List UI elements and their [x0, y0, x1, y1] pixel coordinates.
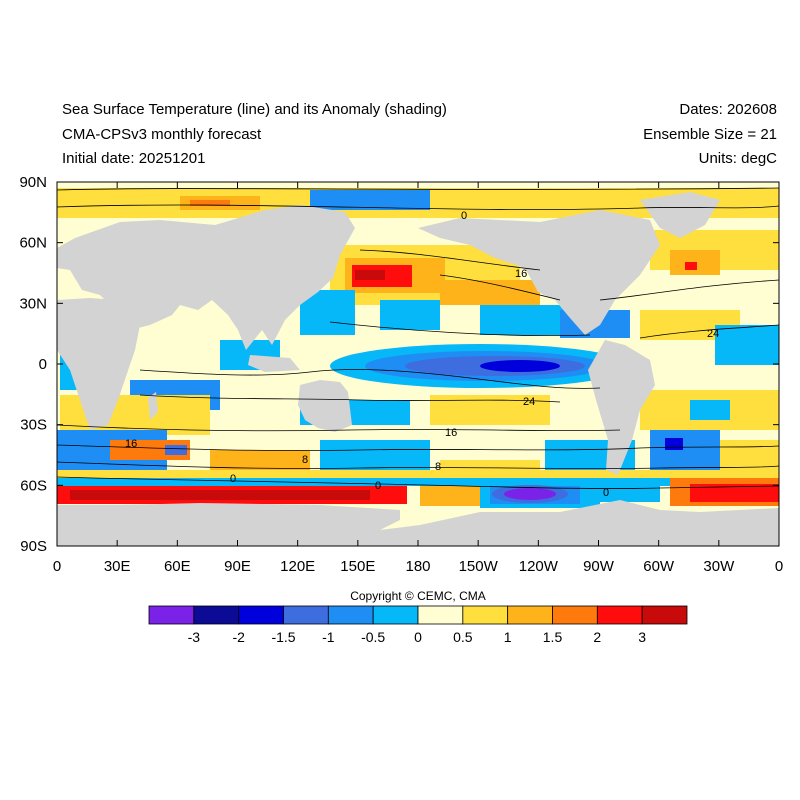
lon-tick-label: 60E — [164, 558, 191, 575]
contour-label: 16 — [445, 427, 457, 439]
colorbar-label: -1.5 — [271, 629, 295, 645]
contour-labels: 0 16 24 24 16 16 8 8 0 0 0 — [125, 210, 719, 499]
lon-tick-label: 0 — [53, 558, 61, 575]
latitude-axis: 90N 60N 30N 0 30S 60S 90S — [19, 174, 779, 555]
lon-tick-label: 120E — [280, 558, 315, 575]
contour-label: 0 — [230, 473, 236, 485]
lon-tick-label: 30W — [703, 558, 735, 575]
contour-label: 24 — [523, 396, 535, 408]
lat-tick-label: 0 — [39, 356, 47, 373]
colorbar-swatch — [417, 605, 464, 625]
lon-tick-label: 90E — [224, 558, 251, 575]
south-america — [588, 340, 655, 475]
lon-tick-label: 150W — [459, 558, 499, 575]
lat-tick-label: 60S — [20, 477, 47, 494]
colorbar-swatch — [193, 605, 240, 625]
contour-label: 0 — [603, 487, 609, 499]
longitude-axis: 0 30E 60E 90E 120E 150E 180 150W 120W 90W 60W 30W 0 — [53, 182, 783, 575]
colorbar-swatch — [238, 605, 284, 625]
land-masses — [57, 192, 779, 546]
colorbar-label: 0 — [414, 629, 422, 645]
colorbar-swatch — [596, 605, 643, 625]
lon-tick-label: 120W — [519, 558, 559, 575]
colorbar-label: -1 — [322, 629, 335, 645]
lat-tick-label: 90S — [20, 538, 47, 555]
lon-tick-label: 150E — [340, 558, 375, 575]
australia — [298, 380, 352, 432]
model-name: CMA-CPSv3 monthly forecast — [62, 126, 262, 143]
colorbar-swatch — [372, 605, 419, 625]
initial-date: Initial date: 20251201 — [62, 150, 206, 167]
lon-tick-label: 180 — [405, 558, 430, 575]
lon-tick-label: 0 — [775, 558, 783, 575]
africa — [57, 298, 140, 430]
colorbar-label: 2 — [593, 629, 601, 645]
greenland — [640, 192, 720, 238]
colorbar-label: 0.5 — [453, 629, 473, 645]
north-america — [418, 210, 660, 335]
eurasia — [57, 205, 355, 350]
contour-label: 8 — [435, 461, 441, 473]
colorbar-swatch — [507, 605, 553, 625]
colorbar-label: -3 — [188, 629, 201, 645]
colorbar-swatch — [283, 605, 329, 625]
colorbar-label: -0.5 — [361, 629, 385, 645]
lon-tick-label: 30E — [104, 558, 131, 575]
contour-label: 0 — [461, 210, 467, 222]
ensemble-size: Ensemble Size = 21 — [643, 126, 777, 143]
colorbar-label: 3 — [638, 629, 646, 645]
maritime-continent — [248, 355, 300, 372]
colorbar-swatch — [327, 605, 374, 625]
lat-tick-label: 90N — [19, 174, 47, 191]
map-field: 0 16 24 24 16 16 8 8 0 0 0 — [57, 182, 779, 546]
colorbar-swatch — [462, 605, 509, 625]
colorbar-swatch — [552, 605, 598, 625]
lat-tick-label: 30S — [20, 417, 47, 434]
colorbar-label: 1.5 — [543, 629, 563, 645]
copyright-note: Copyright © CEMC, CMA — [350, 589, 486, 603]
antarctica — [57, 500, 779, 546]
contour-label: 0 — [375, 480, 381, 492]
lat-tick-label: 60N — [19, 235, 47, 252]
units: Units: degC — [698, 150, 777, 167]
lon-tick-label: 60W — [643, 558, 675, 575]
lat-tick-label: 30N — [19, 295, 47, 312]
colorbar-label: -2 — [232, 629, 245, 645]
map-title: Sea Surface Temperature (line) and its A… — [62, 101, 447, 118]
contour-label: 16 — [515, 268, 527, 280]
contour-label: 8 — [302, 454, 308, 466]
contour-label: 16 — [125, 438, 137, 450]
forecast-dates: Dates: 202608 — [679, 101, 777, 118]
madagascar — [148, 392, 158, 420]
lon-tick-label: 90W — [583, 558, 615, 575]
colorbar: -3 -2 -1.5 -1 -0.5 0 0.5 1 1.5 2 3 — [148, 605, 688, 645]
colorbar-label: 1 — [504, 629, 512, 645]
sst-contours — [57, 187, 779, 489]
contour-label: 24 — [707, 328, 719, 340]
colorbar-swatch — [148, 605, 195, 625]
colorbar-swatch — [641, 605, 688, 625]
